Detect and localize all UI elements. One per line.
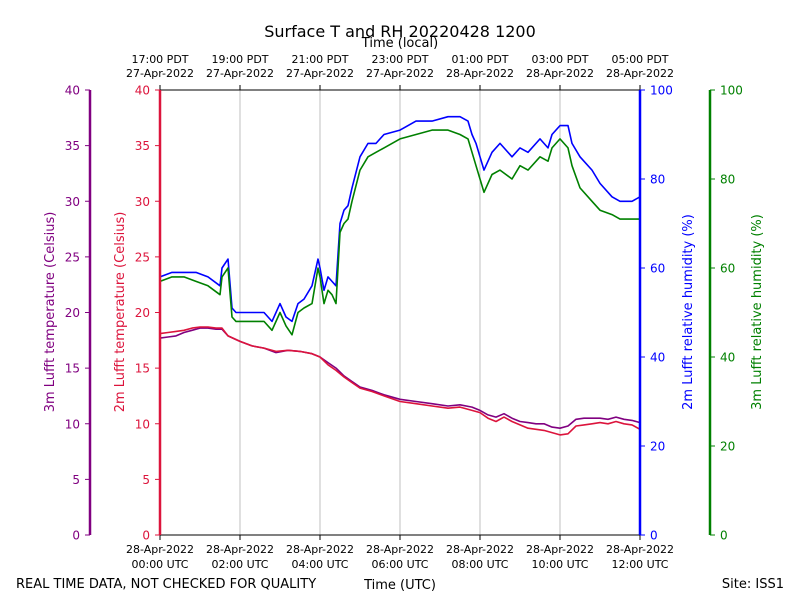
axis-label-temp2m: 2m Lufft temperature (Celsius) bbox=[113, 212, 128, 413]
x-tick-label-time: 10:00 UTC bbox=[531, 558, 588, 571]
series-lines bbox=[159, 115, 641, 436]
top-tick-label-date: 27-Apr-2022 bbox=[366, 67, 434, 80]
y-tick-label-temp2m: 15 bbox=[135, 362, 150, 376]
y-tick-label-temp2m: 35 bbox=[135, 139, 150, 153]
y-tick-label-temp2m: 40 bbox=[135, 84, 150, 98]
y-tick-label-temp3m: 35 bbox=[65, 139, 80, 153]
x-tick-label-date: 28-Apr-2022 bbox=[126, 543, 194, 556]
y-tick-label-rh3m: 20 bbox=[720, 440, 735, 454]
y-tick-label-temp3m: 20 bbox=[65, 306, 80, 320]
axis-label-rh2m: 2m Lufft relative humidity (%) bbox=[681, 214, 696, 410]
axis-temp2m: 0 5 10 15 20 25 30 35 40 bbox=[135, 84, 162, 543]
top-tick-label-date: 27-Apr-2022 bbox=[206, 67, 274, 80]
top-tick-label-time: 05:00 PDT bbox=[611, 53, 668, 66]
y-tick-label-rh3m: 40 bbox=[720, 351, 735, 365]
y-tick-label-rh2m: 20 bbox=[650, 440, 665, 454]
y-tick-label-rh3m: 0 bbox=[720, 529, 728, 543]
top-tick-label-date: 28-Apr-2022 bbox=[606, 67, 674, 80]
top-tick-label-date: 28-Apr-2022 bbox=[446, 67, 514, 80]
x-tick-label-time: 00:00 UTC bbox=[131, 558, 188, 571]
x-tick-label-time: 12:00 UTC bbox=[611, 558, 668, 571]
axis-label-temp3m: 3m Lufft temperature (Celsius) bbox=[43, 212, 58, 413]
y-tick-label-temp3m: 25 bbox=[65, 250, 80, 264]
axis-rh3m: 0 20 40 60 80 100 bbox=[708, 84, 743, 543]
top-tick-label-time: 23:00 PDT bbox=[371, 53, 428, 66]
x-tick-label-time: 02:00 UTC bbox=[211, 558, 268, 571]
series-line-temp2m bbox=[159, 326, 641, 436]
x-tick-label-date: 28-Apr-2022 bbox=[366, 543, 434, 556]
series-line-rh3m bbox=[159, 129, 640, 336]
y-tick-label-temp2m: 30 bbox=[135, 195, 150, 209]
y-tick-label-temp3m: 40 bbox=[65, 84, 80, 98]
x-tick-label-time: 06:00 UTC bbox=[371, 558, 428, 571]
x-tick-label-date: 28-Apr-2022 bbox=[526, 543, 594, 556]
top-tick-label-time: 01:00 PDT bbox=[451, 53, 508, 66]
x-tick-label-time: 04:00 UTC bbox=[291, 558, 348, 571]
x-tick-label-date: 28-Apr-2022 bbox=[286, 543, 354, 556]
top-tick-label-time: 17:00 PDT bbox=[131, 53, 188, 66]
y-tick-label-rh2m: 40 bbox=[650, 351, 665, 365]
y-tick-label-rh2m: 100 bbox=[650, 84, 673, 98]
y-tick-label-temp3m: 0 bbox=[72, 529, 80, 543]
top-axis-label: Time (local) bbox=[361, 36, 438, 51]
series-line-rh2m bbox=[159, 115, 641, 323]
footer-site: Site: ISS1 bbox=[722, 577, 784, 592]
x-tick-label-date: 28-Apr-2022 bbox=[446, 543, 514, 556]
footer-quality-note: REAL TIME DATA, NOT CHECKED FOR QUALITY bbox=[16, 577, 316, 592]
x-tick-label-date: 28-Apr-2022 bbox=[206, 543, 274, 556]
y-tick-label-rh3m: 100 bbox=[720, 84, 743, 98]
y-tick-label-rh2m: 80 bbox=[650, 173, 665, 187]
y-tick-label-temp3m: 10 bbox=[65, 417, 80, 431]
y-tick-label-rh3m: 60 bbox=[720, 262, 735, 276]
y-tick-label-rh3m: 80 bbox=[720, 173, 735, 187]
y-tick-label-temp2m: 25 bbox=[135, 250, 150, 264]
y-tick-label-rh2m: 0 bbox=[650, 529, 658, 543]
x-tick-label-date: 28-Apr-2022 bbox=[606, 543, 674, 556]
y-tick-label-temp3m: 30 bbox=[65, 195, 80, 209]
y-tick-label-temp2m: 20 bbox=[135, 306, 150, 320]
top-tick-label-time: 03:00 PDT bbox=[531, 53, 588, 66]
y-tick-label-temp2m: 0 bbox=[142, 529, 150, 543]
bottom-axis: 28-Apr-2022 00:00 UTC 28-Apr-2022 02:00 UTC… bbox=[126, 535, 674, 571]
y-tick-label-temp3m: 5 bbox=[72, 473, 80, 487]
x-tick-label-time: 08:00 UTC bbox=[451, 558, 508, 571]
top-tick-label-time: 21:00 PDT bbox=[291, 53, 348, 66]
y-tick-label-temp2m: 10 bbox=[135, 417, 150, 431]
x-axis-label: Time (UTC) bbox=[363, 578, 436, 593]
top-tick-label-date: 27-Apr-2022 bbox=[286, 67, 354, 80]
top-tick-label-date: 27-Apr-2022 bbox=[126, 67, 194, 80]
chart-title: Surface T and RH 20220428 1200 bbox=[264, 22, 536, 41]
y-tick-label-rh2m: 60 bbox=[650, 262, 665, 276]
top-tick-label-date: 28-Apr-2022 bbox=[526, 67, 594, 80]
top-tick-label-time: 19:00 PDT bbox=[211, 53, 268, 66]
axis-rh2m: 0 20 40 60 80 100 bbox=[638, 84, 673, 543]
y-tick-label-temp3m: 15 bbox=[65, 362, 80, 376]
axis-label-rh3m: 3m Lufft relative humidity (%) bbox=[750, 214, 765, 410]
axis-temp3m: 0 5 10 15 20 25 30 35 40 bbox=[65, 84, 92, 543]
y-tick-label-temp2m: 5 bbox=[142, 473, 150, 487]
